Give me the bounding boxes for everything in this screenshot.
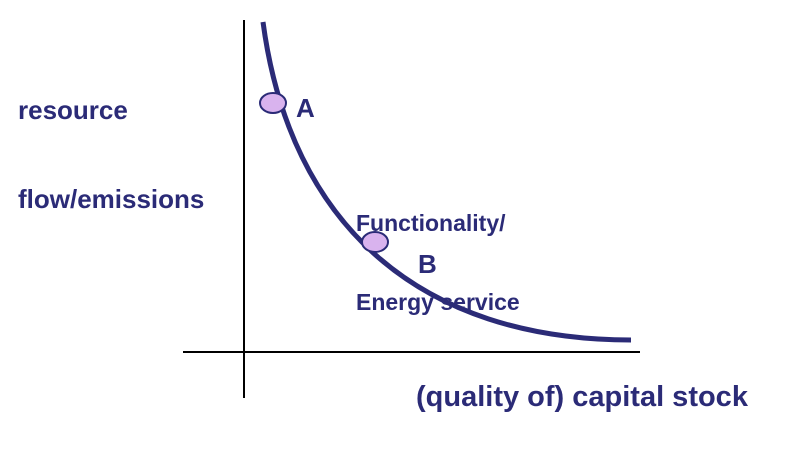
curve-label: Functionality/ Energy service [356, 157, 520, 342]
x-axis-label: (quality of) capital stock [416, 381, 748, 413]
y-axis-label-line2: flow/emissions [18, 184, 205, 215]
y-axis-label-line1: resource [18, 94, 128, 125]
point-b-label: B [418, 249, 437, 279]
point-a-marker [259, 92, 287, 114]
point-a-label: A [296, 93, 315, 123]
y-axis-label: resource flow/emissions [18, 36, 204, 245]
curve-label-line2: Energy service [356, 289, 520, 316]
point-b-marker [361, 231, 389, 253]
curve-label-line1: Functionality/ [356, 209, 506, 236]
